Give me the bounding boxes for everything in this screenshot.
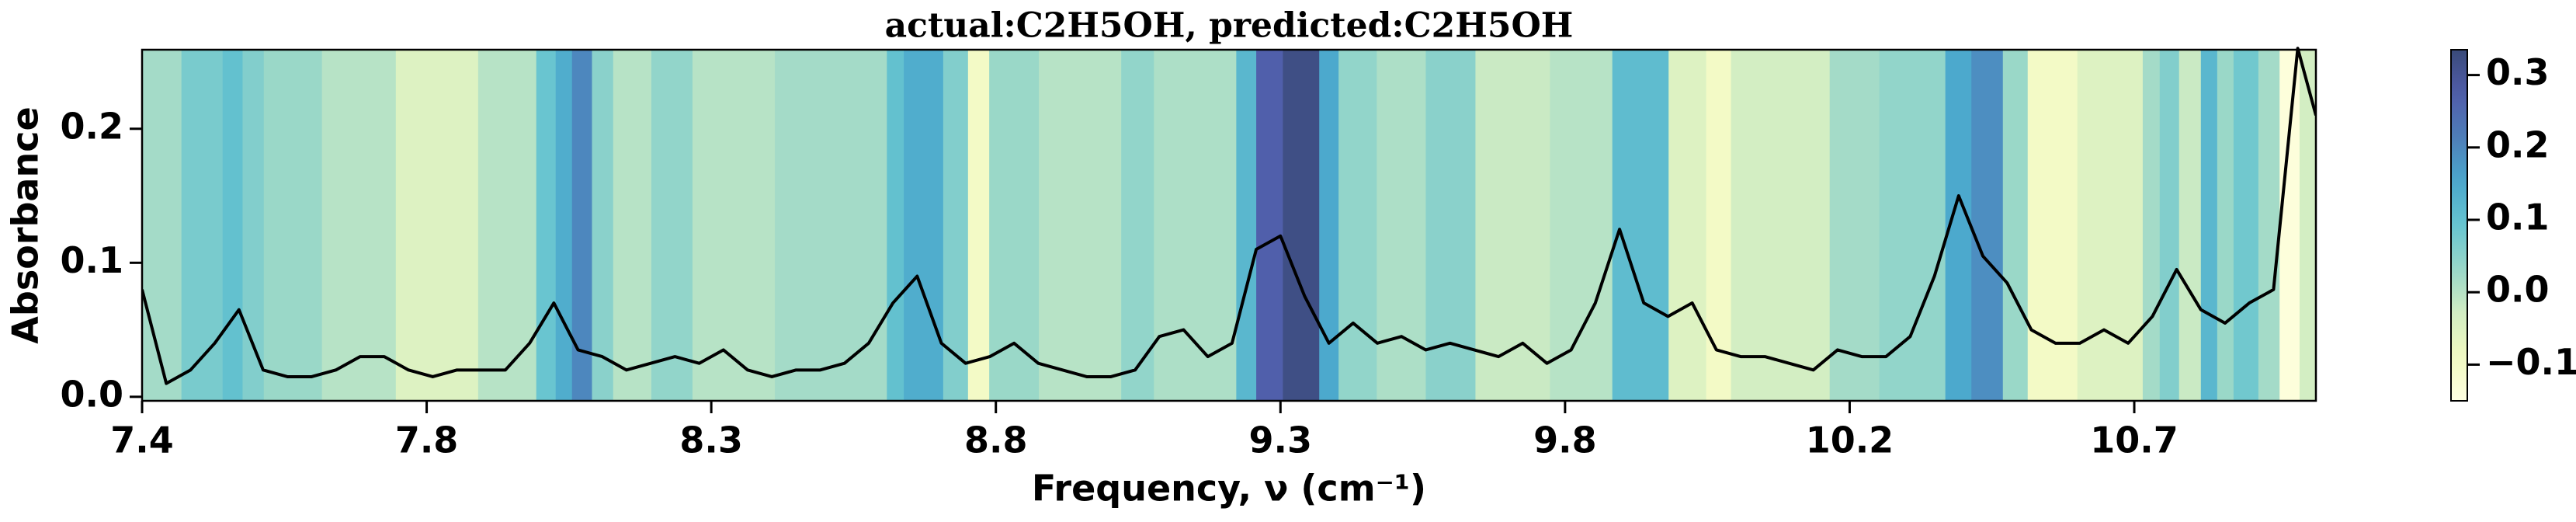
heatmap-band: [395, 50, 479, 401]
heatmap-band: [571, 50, 592, 401]
heatmap-band: [1668, 50, 1707, 401]
x-tick-label: 10.7: [2090, 419, 2178, 461]
x-tick-label: 8.3: [679, 419, 743, 461]
heatmap-band: [2077, 50, 2144, 401]
heatmap-band: [142, 50, 182, 401]
heatmap-band: [943, 50, 969, 401]
heatmap-band: [1039, 50, 1122, 401]
colorbar-tick-label: 0.1: [2486, 197, 2550, 238]
y-tick-label: 0.1: [61, 239, 124, 281]
heatmap-band: [2142, 50, 2161, 401]
heatmap-band: [592, 50, 614, 401]
heatmap-band: [967, 50, 990, 401]
x-tick-label: 9.8: [1533, 419, 1597, 461]
heatmap-band: [1829, 50, 1880, 401]
heatmap-band: [1550, 50, 1613, 401]
heatmap-band: [989, 50, 1040, 401]
heatmap-band: [536, 50, 557, 401]
heatmap-band: [1256, 50, 1283, 401]
heatmap-band: [555, 50, 573, 401]
y-tick-label: 0.2: [61, 105, 124, 147]
heatmap-band: [2217, 50, 2234, 401]
y-axis-label: Absorbance: [5, 106, 47, 343]
heatmap-band: [1121, 50, 1154, 401]
colorbar-tick-label: 0.3: [2486, 51, 2550, 93]
heatmap-band: [887, 50, 904, 401]
heatmap-band: [904, 50, 944, 401]
heatmap-band: [1377, 50, 1426, 401]
chart-title: actual:C2H5OH, predicted:C2H5OH: [885, 6, 1574, 46]
colorbar-tick-label: 0.0: [2486, 269, 2550, 311]
heatmap-band: [2159, 50, 2180, 401]
heatmap-band: [2002, 50, 2029, 401]
heatmap-band: [1338, 50, 1377, 401]
heatmap-band: [321, 50, 397, 401]
x-tick-label: 9.3: [1249, 419, 1313, 461]
heatmap-band: [1283, 50, 1320, 401]
heatmap-band: [775, 50, 887, 401]
heatmap-band: [2279, 50, 2300, 401]
x-tick-label: 8.8: [964, 419, 1028, 461]
x-tick-label: 7.4: [110, 419, 174, 461]
heatmap-band: [1879, 50, 1946, 401]
colorbar-tick-label: −0.1: [2486, 341, 2576, 383]
heatmap-band: [1319, 50, 1339, 401]
plot-frame: [141, 48, 2317, 402]
heatmap-band: [1731, 50, 1831, 401]
colorbar: [2450, 49, 2468, 402]
spectrum-line: [142, 47, 2316, 385]
heatmap-band: [222, 50, 243, 401]
heatmap-band: [1612, 50, 1669, 401]
heatmap-band: [1475, 50, 1550, 401]
heatmap-band: [692, 50, 776, 401]
heatmap-band: [477, 50, 537, 401]
heatmap-band: [651, 50, 693, 401]
heatmap-band: [2258, 50, 2280, 401]
colorbar-tick-label: 0.2: [2486, 124, 2550, 165]
heatmap-band: [2027, 50, 2078, 401]
heatmap-band: [1971, 50, 2004, 401]
x-axis-label: Frequency, ν (cm⁻¹): [1032, 468, 1426, 510]
heatmap-band: [1236, 50, 1257, 401]
heatmap-band: [2200, 50, 2218, 401]
heatmap-band: [1706, 50, 1732, 401]
heatmap-band: [181, 50, 224, 401]
heatmap-band: [2178, 50, 2202, 401]
x-tick-label: 7.8: [395, 419, 459, 461]
x-tick-label: 10.2: [1806, 419, 1894, 461]
heatmap-band: [263, 50, 323, 401]
heatmap-band: [613, 50, 652, 401]
heatmap-band: [2233, 50, 2259, 401]
y-tick-label: 0.0: [61, 373, 124, 415]
heatmap-band: [2299, 50, 2317, 401]
